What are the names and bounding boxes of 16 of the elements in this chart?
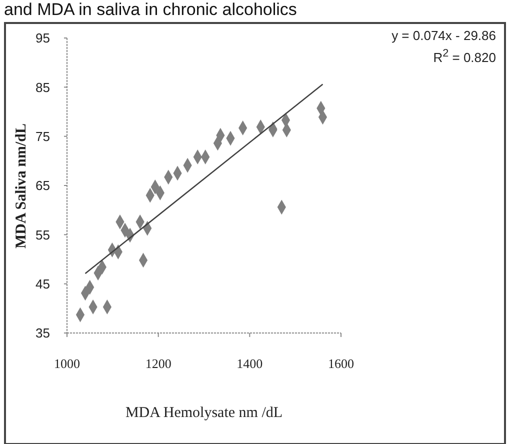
y-axis-title: MDA Saliva nm/dL bbox=[14, 123, 30, 249]
y-tick-label: 75 bbox=[36, 128, 50, 144]
y-tick-label: 55 bbox=[36, 227, 50, 242]
x-axis-title: MDA Hemolysate nm /dL bbox=[125, 405, 283, 421]
y-tick-label: 35 bbox=[36, 326, 50, 341]
y-tick-label: 45 bbox=[36, 276, 50, 292]
x-tick-label: 1200 bbox=[145, 356, 172, 372]
x-tick-label: 1400 bbox=[236, 356, 263, 372]
y-tick-label: 85 bbox=[36, 80, 50, 95]
x-tick-label: 1600 bbox=[328, 356, 354, 372]
y-tick-label: 95 bbox=[36, 30, 50, 46]
text: R$^{2}$ = 0.820 bbox=[433, 48, 496, 66]
text: y = 0.074x - 29.86 bbox=[392, 28, 496, 43]
x-tick-label: 1000 bbox=[54, 356, 80, 372]
y-tick-label: 65 bbox=[36, 178, 50, 194]
chart-title: and MDA in saliva in chronic alcoholics bbox=[4, 0, 297, 19]
